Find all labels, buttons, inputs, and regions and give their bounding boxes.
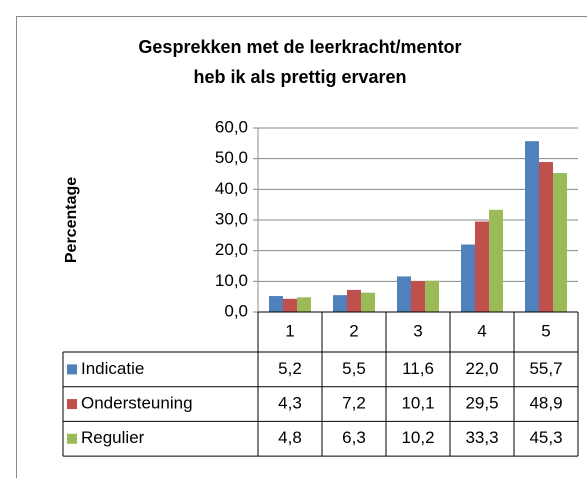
bar [283, 298, 297, 312]
bar [269, 296, 283, 312]
bar [333, 295, 347, 312]
bar [297, 297, 311, 312]
bar [475, 221, 489, 312]
table-value: 7,2 [342, 394, 366, 413]
table-value: 29,5 [465, 394, 498, 413]
x-tick-label: 4 [477, 321, 486, 340]
bar [347, 289, 361, 312]
table-value: 10,1 [401, 394, 434, 413]
y-tick-label: 60,0 [215, 117, 248, 136]
chart-border [16, 16, 587, 478]
bar [361, 292, 375, 312]
x-tick-label: 3 [413, 321, 422, 340]
table-value: 48,9 [529, 394, 562, 413]
x-tick-label: 2 [349, 321, 358, 340]
bar [553, 173, 567, 312]
legend-swatch [67, 433, 77, 444]
table-value: 4,3 [278, 394, 302, 413]
table-value: 5,2 [278, 359, 302, 378]
table-value: 6,3 [342, 428, 366, 447]
bar [397, 276, 411, 312]
x-tick-label: 5 [541, 321, 550, 340]
chart-title: Gesprekken met de leerkracht/mentor [138, 37, 461, 57]
table-value: 11,6 [402, 359, 434, 378]
table-value: 45,3 [529, 428, 562, 447]
legend-label: Ondersteuning [81, 394, 193, 413]
chart-title: heb ik als prettig ervaren [193, 67, 406, 87]
x-tick-label: 1 [285, 321, 294, 340]
legend-label: Indicatie [81, 359, 144, 378]
legend-label: Regulier [81, 428, 145, 447]
table-value: 22,0 [465, 359, 498, 378]
table-value: 10,2 [401, 428, 434, 447]
y-tick-label: 20,0 [215, 240, 248, 259]
y-tick-label: 30,0 [215, 209, 248, 228]
y-tick-label: 40,0 [215, 179, 248, 198]
y-tick-label: 0,0 [224, 301, 248, 320]
bar [539, 162, 553, 312]
table-value: 5,5 [342, 359, 366, 378]
bar [461, 244, 475, 312]
table-value: 55,7 [529, 359, 562, 378]
bar [489, 209, 503, 312]
bar [525, 141, 539, 312]
bar [425, 280, 439, 312]
table-value: 33,3 [465, 428, 498, 447]
legend-swatch [67, 399, 77, 410]
y-tick-label: 10,0 [215, 271, 248, 290]
y-tick-label: 50,0 [215, 148, 248, 167]
table-value: 4,8 [278, 428, 302, 447]
bar [411, 281, 425, 312]
legend-swatch [67, 364, 77, 375]
y-axis-label: Percentage [63, 177, 80, 263]
